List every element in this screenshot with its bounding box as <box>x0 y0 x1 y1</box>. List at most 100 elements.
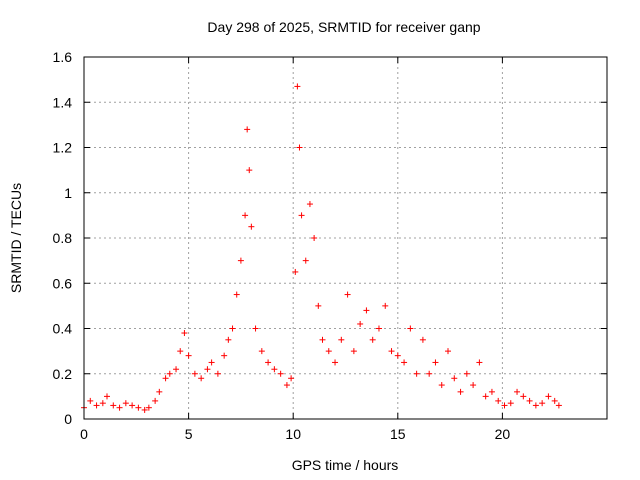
grid-lines <box>84 57 607 419</box>
data-point <box>129 402 136 409</box>
data-point <box>156 388 163 395</box>
data-point <box>470 382 477 389</box>
data-point <box>476 359 483 366</box>
data-point <box>277 370 284 377</box>
data-point <box>325 348 332 355</box>
y-tick-label: 1.6 <box>53 49 73 65</box>
data-point <box>344 291 351 298</box>
data-point <box>122 400 129 407</box>
chart-title: Day 298 of 2025, SRMTID for receiver gan… <box>207 19 480 35</box>
data-point <box>252 325 259 332</box>
data-point <box>110 402 117 409</box>
data-point <box>482 393 489 400</box>
data-point <box>514 388 521 395</box>
data-point <box>162 375 169 382</box>
data-point <box>292 268 299 275</box>
data-point <box>225 336 232 343</box>
y-tick-label: 0 <box>64 411 72 427</box>
data-point <box>248 223 255 230</box>
data-point <box>526 397 533 404</box>
y-tick-label: 1 <box>64 185 72 201</box>
data-point <box>520 393 527 400</box>
data-point <box>382 302 389 309</box>
data-point <box>233 291 240 298</box>
data-point <box>401 359 408 366</box>
data-point <box>87 397 94 404</box>
data-point <box>246 167 253 174</box>
y-tick-label: 0.6 <box>53 275 73 291</box>
data-point <box>507 400 514 407</box>
data-point <box>181 330 188 337</box>
data-point <box>338 336 345 343</box>
y-tick-label: 1.4 <box>53 94 73 110</box>
y-tick-label: 1.2 <box>53 140 73 156</box>
data-point <box>141 406 148 413</box>
data-point <box>539 400 546 407</box>
data-point <box>177 348 184 355</box>
data-point <box>104 393 111 400</box>
data-point <box>319 336 326 343</box>
data-point <box>432 359 439 366</box>
data-point <box>369 336 376 343</box>
data-point <box>357 320 364 327</box>
data-point <box>302 257 309 264</box>
data-point <box>551 397 558 404</box>
data-point <box>311 235 318 241</box>
data-point <box>545 393 552 400</box>
data-point <box>283 382 290 389</box>
x-tick-label: 10 <box>285 426 301 442</box>
data-point <box>185 352 192 359</box>
data-point <box>407 325 414 332</box>
data-point <box>265 359 272 366</box>
y-tick-label: 0.2 <box>53 366 73 382</box>
data-point <box>488 388 495 395</box>
data-point <box>204 366 211 373</box>
data-point <box>145 404 152 411</box>
x-tick-label: 0 <box>80 426 88 442</box>
data-point <box>298 212 305 219</box>
data-point <box>501 402 508 409</box>
data-point <box>191 370 198 377</box>
y-tick-label: 0.8 <box>53 230 73 246</box>
data-point <box>388 348 395 355</box>
data-point <box>294 83 301 90</box>
data-point <box>363 307 370 314</box>
data-point <box>375 325 382 332</box>
data-point <box>457 388 464 395</box>
data-point <box>173 366 180 373</box>
data-point <box>93 402 100 409</box>
data-point <box>413 370 420 377</box>
data-point <box>244 126 251 133</box>
data-point <box>198 375 205 382</box>
data-point <box>532 402 539 409</box>
data-point <box>288 375 295 382</box>
data-point <box>258 348 265 355</box>
data-point <box>315 302 322 309</box>
data-point <box>229 325 236 332</box>
data-point <box>394 352 401 359</box>
x-tick-label: 20 <box>495 426 511 442</box>
data-point <box>463 370 470 377</box>
data-point <box>99 400 106 407</box>
axis-ticks: 0 5 10 15 20 0 0.2 0.4 0.6 0.8 1 1.2 1.4 1.6 <box>53 49 607 442</box>
y-tick-label: 0.4 <box>53 321 73 337</box>
data-point <box>555 402 562 409</box>
data-point <box>214 370 221 377</box>
data-point <box>271 366 278 373</box>
data-point <box>495 397 502 404</box>
x-axis-label: GPS time / hours <box>292 457 399 473</box>
data-point <box>135 404 142 411</box>
data-point <box>419 336 426 343</box>
data-point <box>445 348 452 355</box>
data-point <box>116 404 123 411</box>
data-point <box>306 201 313 208</box>
x-tick-label: 15 <box>390 426 406 442</box>
data-point <box>296 144 303 151</box>
data-point <box>208 359 215 366</box>
y-axis-label: SRMTID / TECUs <box>8 183 24 293</box>
data-point <box>332 359 339 366</box>
data-point <box>221 352 228 359</box>
data-point <box>166 370 173 377</box>
data-point <box>350 348 357 355</box>
